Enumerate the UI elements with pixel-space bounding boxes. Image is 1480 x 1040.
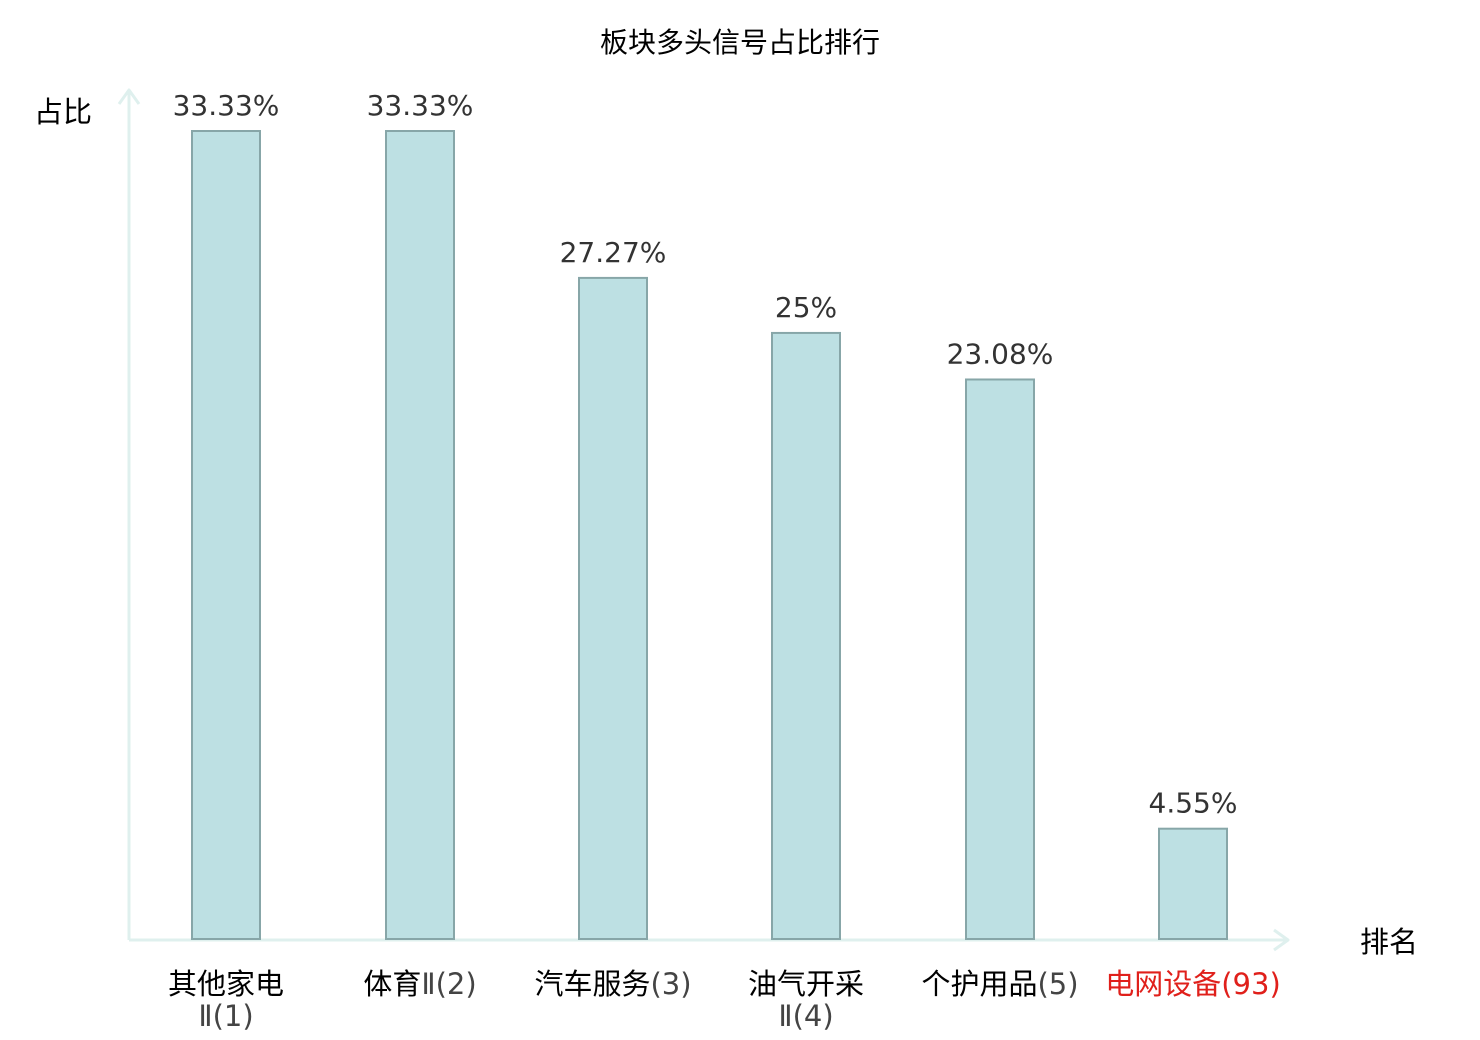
x-tick-rank-5: (5)	[1037, 967, 1078, 1001]
x-tick-rank-6: (93)	[1221, 967, 1281, 1001]
x-tick-rank-1: Ⅱ(1)	[198, 999, 253, 1033]
x-tick-label-3: 汽车服务(3)	[534, 967, 691, 1001]
bar-value-label-6: 4.55%	[1149, 787, 1238, 820]
x-tick-rank-2: Ⅱ(2)	[421, 967, 476, 1001]
bar-6	[1158, 827, 1228, 940]
x-tick-label-6: 电网设备(93)	[1105, 967, 1281, 1001]
bar-1	[191, 130, 261, 940]
y-axis-label: 占比	[34, 95, 92, 129]
x-axis-label: 排名	[1360, 925, 1418, 959]
x-tick-label-5: 个护用品(5)	[921, 967, 1078, 1001]
x-axis	[129, 928, 1290, 952]
bar-3	[578, 276, 648, 940]
bar-4	[771, 331, 841, 940]
x-tick-label-1: 其他家电	[168, 967, 284, 1001]
bar-value-label-2: 33.33%	[367, 89, 474, 122]
bar-value-label-1: 33.33%	[173, 89, 280, 122]
x-tick-label-4: 油气开采	[748, 967, 864, 1001]
chart-title: 板块多头信号占比排行	[600, 26, 880, 59]
y-axis	[117, 88, 141, 940]
bar-5	[965, 378, 1035, 940]
bar-value-label-5: 23.08%	[947, 337, 1054, 370]
bar-value-label-3: 27.27%	[560, 236, 667, 269]
x-tick-label-2: 体育Ⅱ(2)	[363, 967, 476, 1001]
bar-value-label-4: 25%	[775, 291, 837, 324]
x-tick-rank-3: (3)	[650, 967, 691, 1001]
bar-2	[385, 130, 455, 940]
x-tick-rank-4: Ⅱ(4)	[778, 999, 833, 1033]
